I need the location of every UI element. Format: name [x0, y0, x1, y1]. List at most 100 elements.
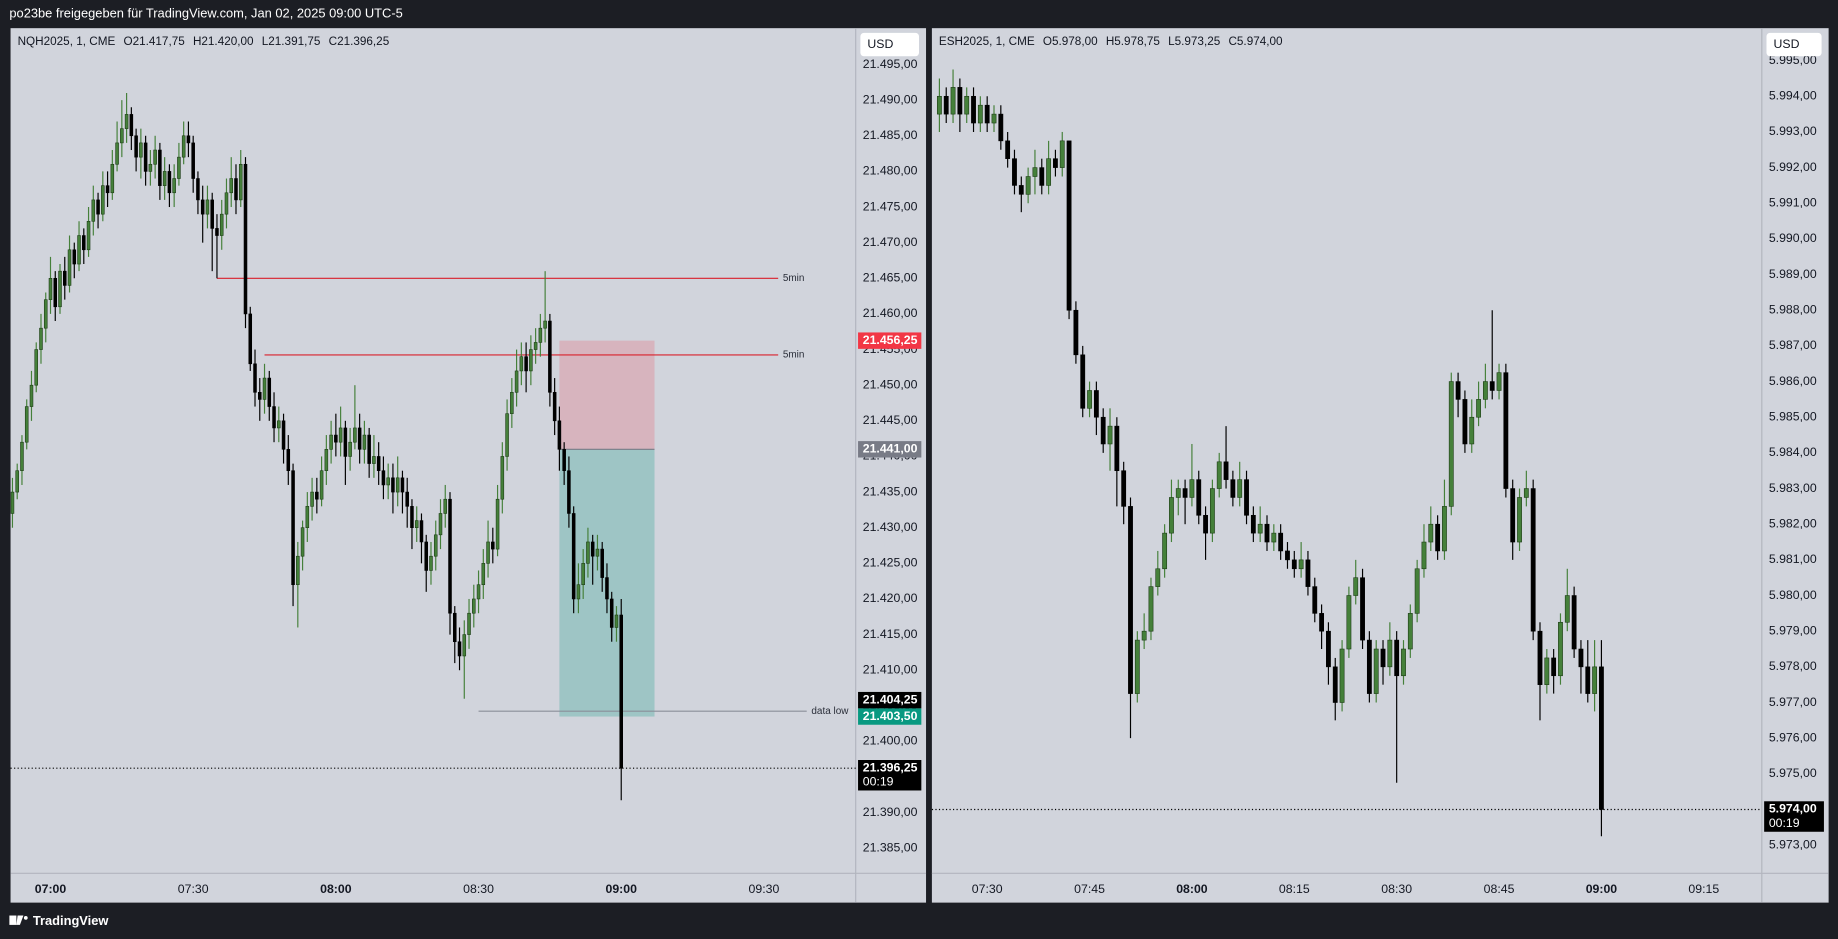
candle-body	[72, 249, 77, 265]
candle-body	[1571, 595, 1577, 650]
candle-body	[1155, 568, 1161, 587]
price-label: 21.403,50	[863, 709, 918, 723]
candle-body	[1346, 595, 1352, 650]
plot-area	[936, 69, 1604, 837]
candle-body	[1100, 416, 1106, 445]
candle-body	[158, 149, 162, 186]
candle-body	[1435, 523, 1441, 552]
candle-body	[15, 470, 19, 493]
price-label: 21.456,25	[863, 333, 918, 347]
candle-body	[1537, 630, 1543, 685]
candle-body	[1121, 470, 1127, 507]
candle-body	[936, 95, 942, 115]
candle-body	[476, 584, 481, 600]
candle-body	[224, 192, 229, 215]
candle-body	[514, 370, 519, 393]
candle-body	[1585, 666, 1591, 694]
y-tick-label: 5.990,00	[1769, 231, 1817, 245]
candle-body	[105, 185, 110, 194]
candle-body	[495, 498, 500, 550]
candle-body	[1114, 425, 1120, 472]
y-tick-label: 21.385,00	[863, 841, 918, 855]
candle-body	[367, 434, 371, 464]
candle-body	[964, 95, 970, 115]
candle-body	[567, 470, 571, 514]
candle-body	[519, 356, 524, 372]
candle-body	[1264, 523, 1270, 543]
x-tick-label: 09:30	[749, 882, 780, 896]
candle-body	[1209, 488, 1215, 534]
y-tick-label: 21.400,00	[863, 734, 918, 748]
candle-body	[381, 470, 386, 486]
ohlc-value: H21.420,00	[193, 35, 254, 48]
candle-body	[20, 441, 24, 471]
candle-body	[315, 491, 319, 500]
y-tick-label: 21.495,00	[863, 57, 918, 71]
candle-body	[205, 199, 210, 215]
y-tick-label: 5.976,00	[1769, 730, 1817, 744]
plot-area: 5min 5min data low	[10, 93, 849, 801]
price-label: 21.404,25	[863, 692, 918, 706]
symbol-title: NQH2025, 1, CME	[18, 35, 116, 48]
candle-body	[500, 456, 505, 500]
candle-body	[1489, 381, 1495, 391]
y-tick-label: 21.435,00	[863, 484, 918, 498]
countdown: 00:19	[1769, 816, 1800, 830]
candle-body	[67, 249, 72, 286]
candle-body	[1169, 497, 1174, 534]
y-tick-label: 21.425,00	[863, 556, 918, 570]
y-tick-label: 21.445,00	[863, 413, 918, 427]
candle-body	[524, 356, 528, 372]
chart-panel	[931, 28, 1829, 903]
candle-body	[950, 87, 956, 115]
candle-body	[1237, 479, 1243, 498]
candle-body	[1298, 559, 1304, 570]
candle-body	[1093, 390, 1099, 418]
candle-body	[543, 320, 547, 329]
x-tick-label: 07:30	[178, 882, 209, 896]
candle-body	[576, 584, 581, 600]
candle-body	[1053, 158, 1058, 168]
x-tick-label: 08:00	[1176, 882, 1208, 896]
candle-body	[529, 349, 533, 372]
candle-body	[1271, 532, 1277, 543]
candle-body	[110, 163, 115, 194]
candle-body	[272, 406, 276, 429]
candle-body	[505, 413, 509, 457]
x-tick-label: 08:45	[1484, 882, 1515, 896]
candle-body	[1592, 666, 1598, 694]
candle-body	[215, 228, 219, 236]
candle-body	[600, 548, 604, 578]
candle-body	[1503, 372, 1509, 489]
y-tick-label: 5.994,00	[1769, 89, 1817, 103]
candle-body	[1578, 648, 1584, 668]
candle-body	[1599, 666, 1604, 810]
candle-body	[448, 498, 452, 614]
candle-body	[115, 142, 119, 165]
y-tick-label: 21.420,00	[863, 591, 918, 605]
countdown: 00:19	[863, 775, 894, 789]
candle-body	[338, 427, 343, 443]
candle-body	[310, 491, 314, 507]
y-tick-label: 21.480,00	[863, 164, 918, 178]
candle-body	[1128, 506, 1133, 694]
last-price-box	[858, 760, 922, 791]
candle-body	[1216, 461, 1222, 489]
candle-body	[414, 520, 419, 528]
y-tick-label: 5.989,00	[1769, 267, 1817, 281]
last-price-label: 21.396,25	[863, 760, 918, 774]
candle-body	[433, 534, 438, 557]
candle-body	[391, 477, 395, 493]
footer: TradingView	[33, 913, 110, 928]
y-tick-label: 5.975,00	[1769, 766, 1817, 780]
candle-body	[609, 598, 614, 628]
x-tick-label: 09:15	[1688, 882, 1719, 896]
candle-body	[1387, 639, 1393, 668]
y-tick-label: 5.991,00	[1769, 196, 1817, 210]
candle-body	[1189, 479, 1195, 498]
y-tick-label: 5.993,00	[1769, 124, 1817, 138]
y-tick-label: 5.983,00	[1769, 481, 1817, 495]
candle-body	[362, 434, 367, 450]
candle-body	[1018, 185, 1024, 195]
